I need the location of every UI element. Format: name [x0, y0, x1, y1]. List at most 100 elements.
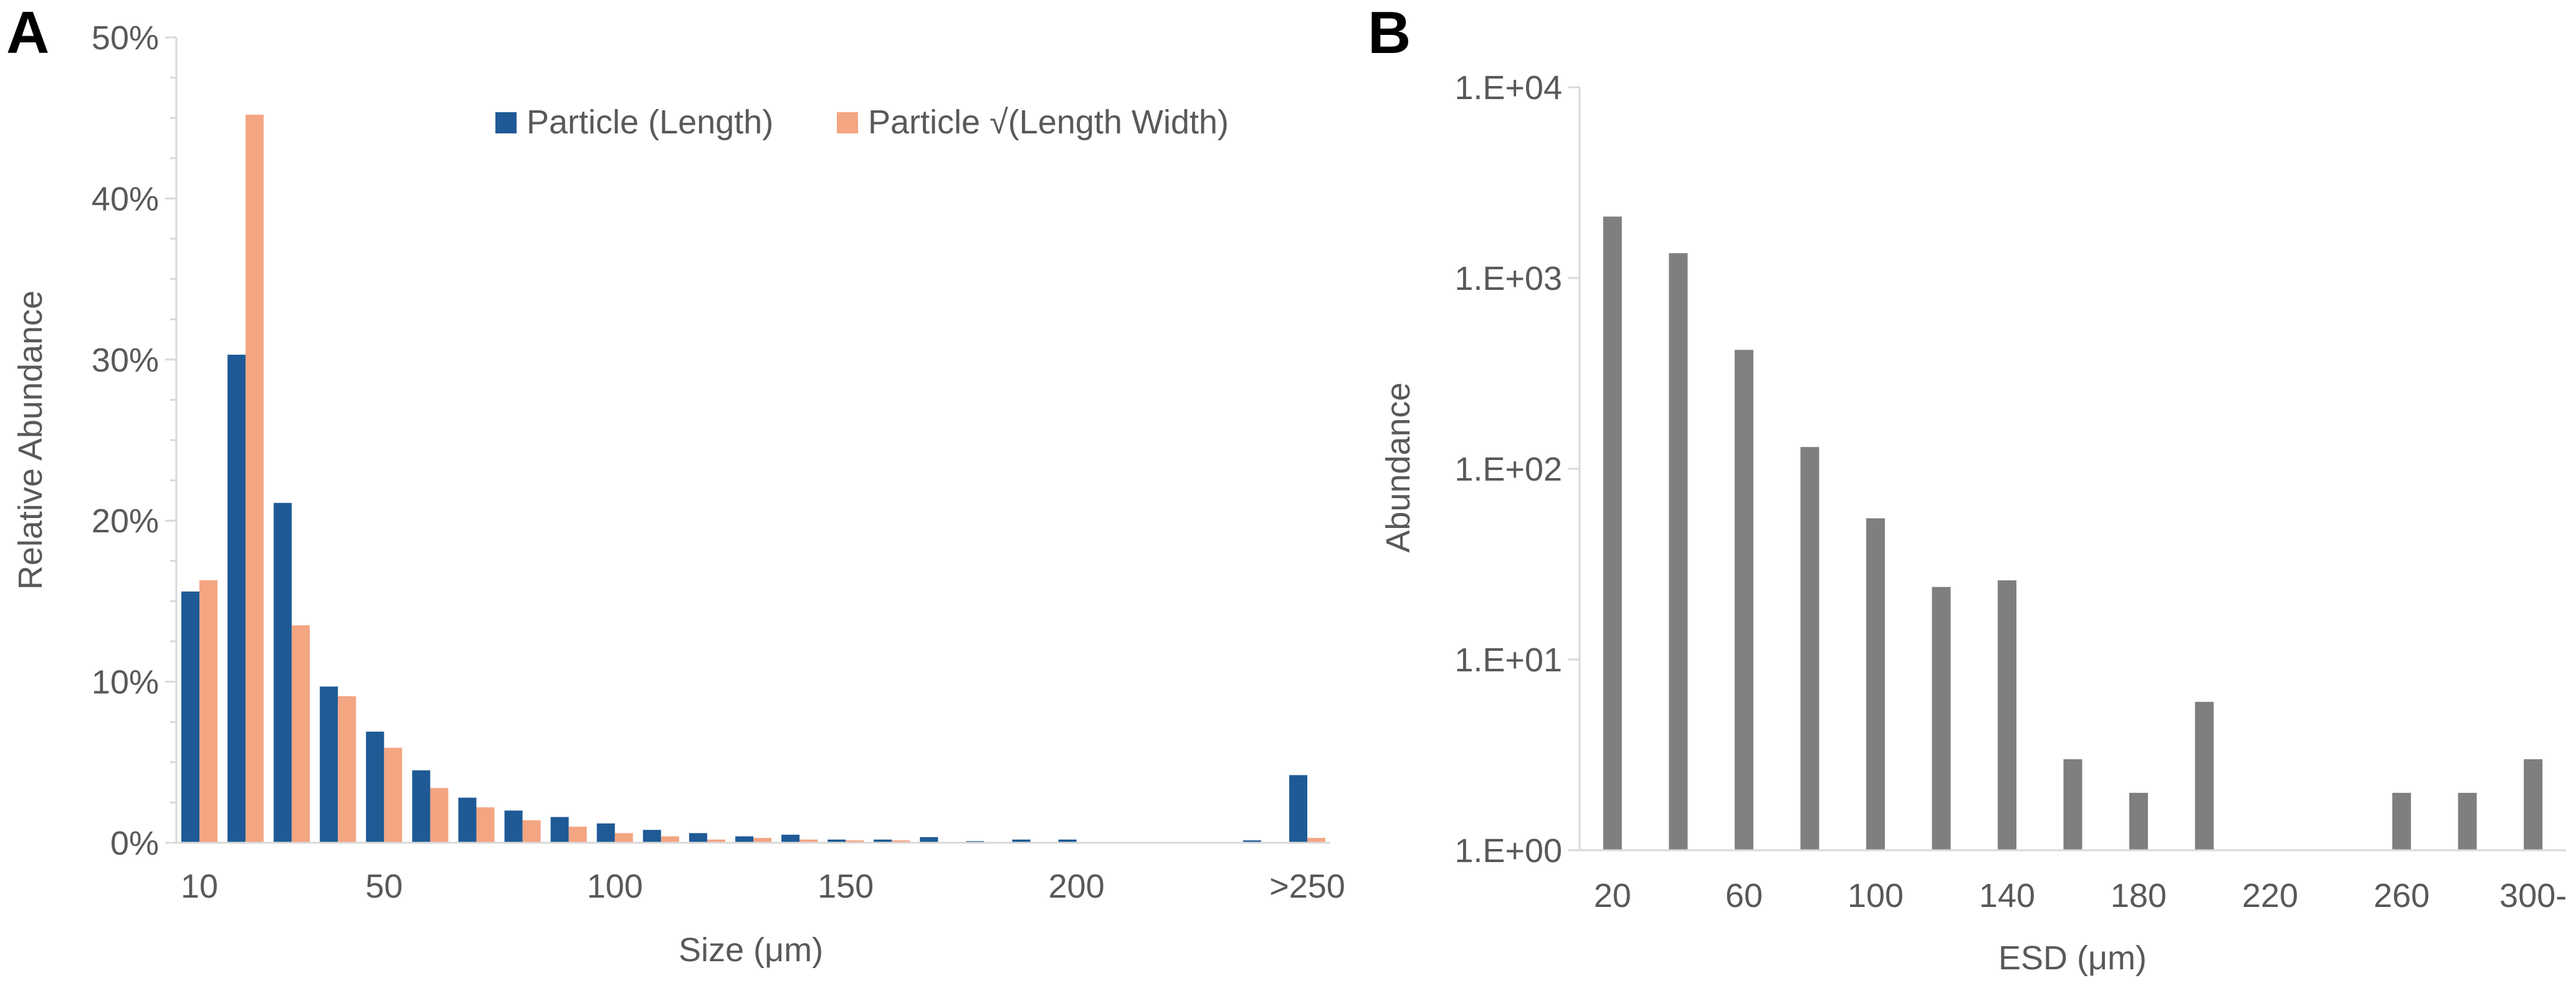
chart-b-bar — [1669, 253, 1688, 850]
chart-b-bar — [2195, 701, 2214, 850]
chart-a-bar-series-2 — [614, 833, 633, 843]
chart-b-bar — [1800, 447, 1820, 850]
chart-a-bar-series-1 — [504, 810, 523, 843]
chart-a-bar-series-1 — [1058, 839, 1077, 843]
chart-a-y-tick-label: 30% — [92, 342, 159, 379]
chart-b-y-axis-title: Abundance — [1380, 382, 1417, 552]
chart-b-x-tick-label: 100 — [1848, 877, 1904, 914]
chart-a-bar-series-1 — [735, 836, 753, 843]
chart-a-bar-series-1 — [874, 839, 892, 843]
chart-a-x-tick-label: 200 — [1049, 868, 1105, 905]
chart-a-bar-series-1 — [920, 837, 938, 843]
chart-a-x-tick-label: 150 — [818, 868, 874, 905]
chart-b-x-axis-title: ESD (μm) — [1998, 939, 2147, 977]
chart-a-bar-series-2 — [1307, 838, 1325, 843]
chart-a-bar-series-2 — [384, 747, 403, 843]
chart-a-bar-series-1 — [781, 835, 800, 843]
panel-label-a: A — [6, 0, 49, 66]
chart-b-x-tick-label: 300- — [2499, 877, 2567, 914]
chart-a-x-axis-title: Size (μm) — [679, 931, 823, 969]
chart-a-bar-series-2 — [199, 580, 218, 843]
chart-a-bar-series-1 — [227, 355, 246, 843]
chart-a-bar-series-1 — [320, 686, 338, 843]
chart-a-bar-series-1 — [1289, 775, 1307, 843]
chart-a-bar-series-1 — [596, 823, 615, 843]
chart-b-x-tick-label: 20 — [1594, 877, 1631, 914]
chart-a-bars — [181, 115, 1325, 843]
chart-a-bar-series-2 — [753, 838, 771, 843]
chart-a-bar-series-1 — [689, 833, 707, 843]
chart-a-x-axis: 10 50 100 150 200 >250 — [176, 842, 1345, 905]
legend-label-particle-length: Particle (Length) — [527, 103, 773, 141]
chart-a-bar-series-2 — [292, 625, 310, 843]
chart-b-bar — [1997, 580, 2016, 850]
chart-b-y-tick-label: 1.E+00 — [1454, 832, 1562, 870]
chart-b-y-ticks: 1.E+00 1.E+01 1.E+02 1.E+03 1.E+04 — [1454, 69, 1580, 870]
chart-b-x-tick-label: 260 — [2373, 877, 2430, 914]
chart-b-bar — [1866, 518, 1885, 850]
chart-a-bar-series-1 — [458, 797, 477, 843]
chart-b-y-tick-label: 1.E+03 — [1454, 260, 1562, 297]
chart-b-bar — [1932, 587, 1951, 850]
chart-a-y-axis-title: Relative Abundance — [12, 290, 49, 590]
chart-a-y-tick-label: 10% — [92, 664, 159, 701]
chart-a-x-tick-label: 10 — [181, 868, 218, 905]
chart-b-y-axis: 1.E+00 1.E+01 1.E+02 1.E+03 1.E+04 — [1454, 69, 1581, 870]
chart-a-y-axis: 0% 10% 20% 30% 40% 50% — [92, 19, 178, 862]
legend-label-particle-length-width: Particle √(Length Width) — [868, 103, 1229, 141]
chart-a-bar-series-2 — [522, 820, 541, 843]
chart-a-bar-series-2 — [892, 840, 910, 843]
chart-b: 1.E+00 1.E+01 1.E+02 1.E+03 1.E+04 20 60 100 14… — [1380, 69, 2567, 977]
chart-a-x-ticks: 10 50 100 150 200 >250 — [181, 868, 1345, 905]
chart-b-bar — [2392, 792, 2411, 850]
chart-a-bar-series-1 — [274, 502, 292, 843]
chart-a-bar-series-2 — [246, 115, 264, 843]
legend-swatch-particle-length-width — [837, 112, 858, 133]
chart-a-bar-series-1 — [828, 839, 846, 843]
chart-a: 0% 10% 20% 30% 40% 50% 10 50 100 150 200 >250 Size… — [12, 19, 1345, 969]
chart-b-x-tick-label: 140 — [1979, 877, 2035, 914]
chart-b-x-ticks: 20 60 100 140 180 220 260 300- — [1594, 877, 2567, 914]
chart-a-legend: Particle (Length) Particle √(Length Widt… — [495, 103, 1229, 141]
chart-a-bar-series-2 — [476, 807, 495, 843]
chart-a-y-tick-label: 40% — [92, 180, 159, 218]
chart-b-y-tick-label: 1.E+04 — [1454, 69, 1562, 107]
chart-a-bar-series-2 — [338, 696, 356, 843]
chart-b-bar — [2063, 759, 2082, 850]
chart-a-bar-series-2 — [568, 827, 587, 843]
chart-b-x-axis: 20 60 100 140 180 220 260 300- — [1580, 849, 2567, 914]
chart-a-y-tick-label: 20% — [92, 502, 159, 540]
chart-a-bar-series-2 — [799, 839, 818, 843]
chart-a-bar-series-2 — [430, 788, 449, 843]
chart-b-bar — [2129, 792, 2149, 850]
chart-b-y-tick-label: 1.E+02 — [1454, 451, 1562, 488]
chart-a-bar-series-2 — [707, 839, 725, 843]
legend-swatch-particle-length — [495, 112, 517, 133]
chart-a-x-tick-label: 100 — [587, 868, 643, 905]
chart-a-bar-series-2 — [661, 836, 679, 843]
chart-a-x-tick-label: 50 — [365, 868, 403, 905]
chart-a-x-tick-label: >250 — [1269, 868, 1345, 905]
chart-a-bar-series-1 — [1243, 840, 1261, 843]
chart-b-x-tick-label: 220 — [2242, 877, 2298, 914]
chart-a-bar-series-1 — [181, 591, 200, 843]
chart-b-y-tick-label: 1.E+01 — [1454, 641, 1562, 679]
chart-a-y-ticks: 0% 10% 20% 30% 40% 50% — [92, 19, 176, 862]
chart-b-bar — [2458, 792, 2477, 850]
chart-b-x-tick-label: 180 — [2111, 877, 2167, 914]
panel-label-b: B — [1368, 0, 1411, 66]
chart-a-bar-series-1 — [412, 770, 431, 843]
chart-a-bar-series-1 — [550, 817, 569, 843]
chart-b-x-tick-label: 60 — [1725, 877, 1763, 914]
chart-b-bars — [1603, 216, 2543, 851]
chart-b-bar — [1603, 216, 1622, 851]
chart-a-y-tick-label: 0% — [110, 825, 159, 862]
chart-a-bar-series-1 — [366, 731, 384, 843]
chart-a-bar-series-1 — [1012, 839, 1031, 843]
chart-b-bar — [2524, 759, 2543, 850]
chart-b-bar — [1734, 350, 1753, 850]
chart-a-bar-series-1 — [642, 830, 661, 843]
chart-a-bar-series-2 — [846, 840, 864, 843]
chart-a-y-tick-label: 50% — [92, 19, 159, 57]
